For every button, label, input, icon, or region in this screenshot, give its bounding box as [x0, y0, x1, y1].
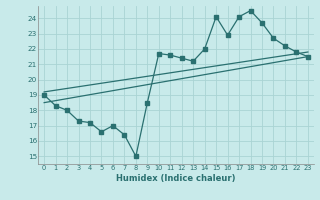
X-axis label: Humidex (Indice chaleur): Humidex (Indice chaleur): [116, 174, 236, 183]
